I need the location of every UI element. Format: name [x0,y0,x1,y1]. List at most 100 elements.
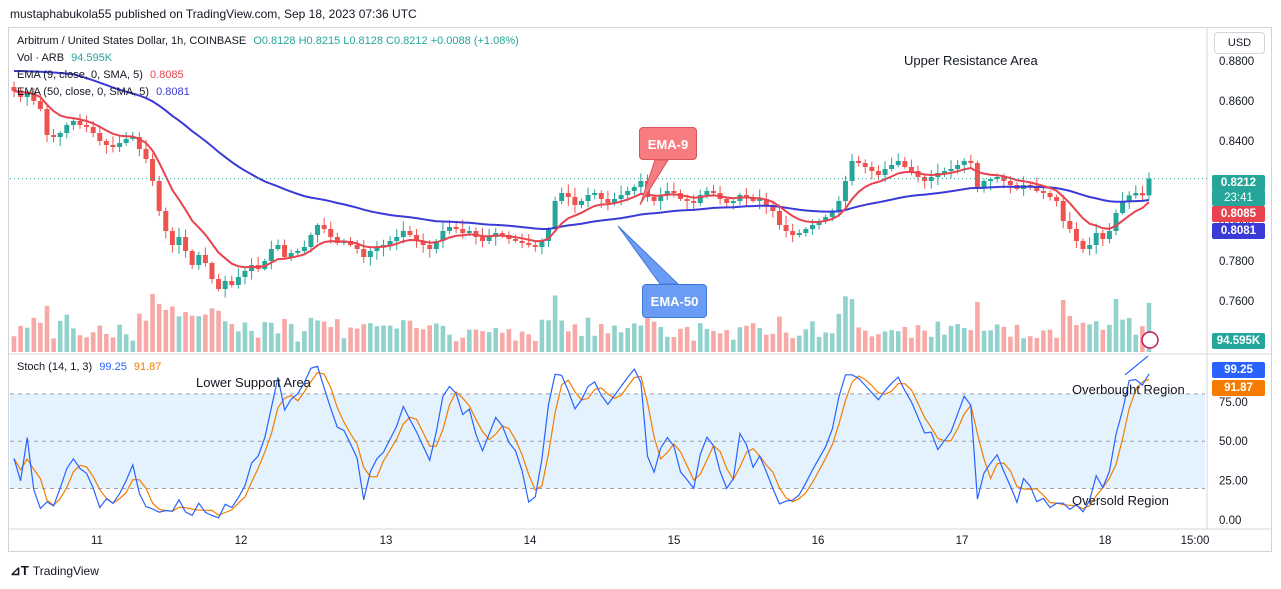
ema9-price-tag: 0.8085 [1212,206,1265,222]
legend-ema50[interactable]: EMA (50, close, 0, SMA, 5) 0.8081 [17,86,190,98]
volume-bar [143,320,149,352]
legend-stoch[interactable]: Stoch (14, 1, 3) 99.25 91.87 [17,361,161,373]
candle [453,221,459,234]
candle [367,248,373,266]
volume-bar [321,321,327,352]
ema9-value: 0.8085 [150,69,184,81]
candle [1040,187,1046,200]
candle-body [176,237,182,245]
time-tick-label: 11 [91,535,103,547]
volume-bar [196,316,202,352]
candle [816,218,822,230]
currency-button[interactable]: USD [1214,32,1265,54]
tradingview-logo[interactable]: ⊿T TradingView [10,563,99,579]
legend-symbol[interactable]: Arbitrum / United States Dollar, 1h, COI… [17,35,519,47]
candle-body [546,229,552,241]
candle-body [1087,245,1093,249]
ema50-value: 0.8081 [156,86,190,98]
candle [1139,185,1145,202]
legend-ema9[interactable]: EMA (9, close, 0, SMA, 5) 0.8085 [17,69,184,81]
volume-bar [711,330,716,352]
candle [658,187,664,210]
candle-body [235,277,241,285]
candle-body [889,165,895,169]
volume-bar [816,336,822,352]
candle-body [842,181,848,201]
candle-body [1126,195,1132,201]
volume-bar [209,308,215,352]
volume-tag: 94.595K [1212,333,1265,349]
volume-bar [843,296,848,352]
candle [176,227,182,255]
candle-body [249,265,255,271]
footer-logo-text: TradingView [32,564,99,578]
candle [592,189,598,200]
candle [862,159,868,174]
candle-body [664,191,670,195]
candle-body [229,281,235,285]
volume-bar [618,332,624,352]
volume-bar [526,334,532,352]
ohlc-values: O0.8128 H0.8215 L0.8128 C0.8212 +0.0088 … [253,35,519,47]
candle [1054,194,1060,207]
candle [559,187,565,205]
candle [150,153,156,187]
candle-body [908,167,914,171]
price-tick-label: 0.8400 [1219,136,1254,148]
volume-bar [163,309,169,352]
volume-bar [849,299,855,352]
candle-body [770,205,776,211]
volume-bar [361,324,367,352]
candle-body [816,221,822,225]
candle-body [308,235,314,247]
candle-body [334,237,340,243]
candle-body [480,237,486,241]
candle-body [64,125,70,133]
volume-bar [592,335,597,352]
candle [776,204,782,230]
volume-bar [836,313,842,352]
volume-bar [928,336,934,352]
candle [103,138,109,155]
price-tick-label: 0.7800 [1219,256,1254,268]
candle [249,258,255,280]
candle-body [31,93,37,101]
candle [968,154,974,168]
ema50-line [13,70,1150,230]
candle-body [420,241,426,245]
candle [136,132,142,157]
candle-body [37,101,43,109]
candle-body [974,163,980,187]
volume-bar [11,336,17,352]
candle-body [1100,233,1106,239]
candle-body [183,237,189,251]
candle [1113,209,1119,236]
volume-bar [31,317,37,352]
alert-badge-icon [1141,331,1159,349]
volume-bar [1014,324,1020,352]
volume-bar [968,330,974,352]
ema-lines [10,70,1207,269]
candle [202,247,208,267]
volume-bar [994,324,1000,352]
candle [1146,172,1152,200]
candle-body [803,229,809,233]
volume-bar [1126,317,1132,352]
candle [526,234,532,248]
candle-body [559,193,565,201]
candle [183,229,189,258]
price-tick-label: 0.8800 [1219,56,1254,68]
time-tick-label: 18 [1099,535,1112,547]
volume-bar [486,332,492,352]
volume-bar [612,325,617,352]
candle-body [783,225,789,231]
candle [1080,238,1086,254]
stoch-tick-label: 75.00 [1219,397,1248,409]
candle [84,115,90,133]
candle [1133,185,1139,199]
candle-body [414,235,420,241]
candle-body [809,225,815,229]
legend-volume[interactable]: Vol · ARB 94.595K [17,52,112,64]
candle-body [1139,193,1145,196]
